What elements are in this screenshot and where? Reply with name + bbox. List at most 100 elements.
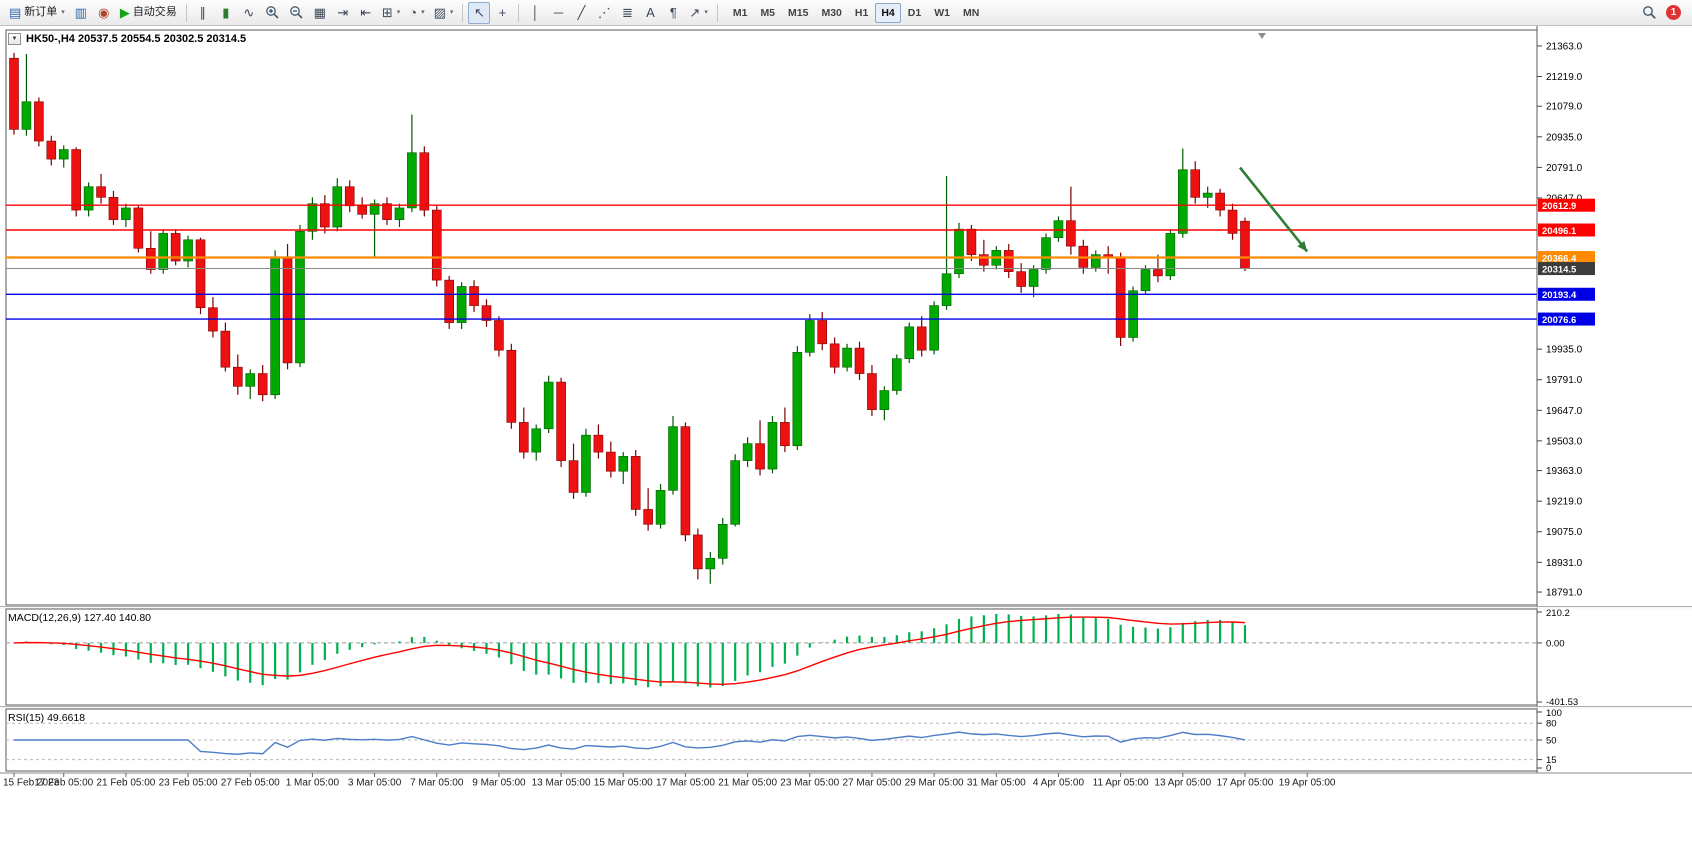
date-label: 3 Mar 05:00 [348,778,402,789]
price-tick-label: 20935.0 [1546,132,1583,143]
line-chart-button[interactable]: ∿ [238,2,260,24]
price-tick-label: 20791.0 [1546,163,1583,174]
timeframe-m30-button[interactable]: M30 [821,6,842,19]
arrows-button[interactable]: ↗ ▾ [685,2,711,24]
crosshair-button[interactable]: + [491,2,513,24]
clock-icon: ◔ [409,5,418,20]
date-label: 27 Mar 05:00 [842,778,901,789]
toolbar-separator [462,3,464,22]
profiles-button[interactable]: ▥ [70,2,92,24]
chevron-down-icon[interactable]: ▼ [8,33,21,45]
toolbar-button-groups: ▤ 新订单 ▾ ▥ ◉ ▶ 自动交易 ∥ ▮ ∿ ▦ ⇥ ⇤ ⊞ ▾ ◔ ▾ ▨ ▾ ↖ + │ ─ ╱ ⋰ ≣ A ¶ ↗ ▾ [5,1,712,24]
template-icon: ▨ [433,5,446,20]
chart-canvas[interactable]: 21363.021219.021079.020935.020791.020647… [0,26,1692,851]
timeframe-m15-button[interactable]: M15 [788,6,809,19]
auto-scroll-button[interactable]: ⇥ [332,2,354,24]
chevron-down-icon: ▾ [61,9,65,16]
date-label: 21 Feb 05:00 [96,778,155,789]
equidistant-channel-button[interactable]: ⋰ [593,2,615,24]
chevron-down-icon: ▾ [704,9,708,16]
date-label: 29 Mar 05:00 [905,778,964,789]
date-label: 21 Mar 05:00 [718,778,777,789]
price-tick-label: 19219.0 [1546,497,1583,508]
shift-icon: ⇤ [360,5,372,20]
timeframe-mn-button[interactable]: MN [962,6,980,19]
price-badge: 20193.4 [1538,287,1595,301]
macd-signal-line [13,616,1246,686]
timeframe-h1-button[interactable]: H1 [854,6,869,19]
timeframe-m1-button[interactable]: M1 [732,6,748,19]
new-order-button[interactable]: ▤ 新订单 ▾ [5,2,69,24]
price-tick-label: 19075.0 [1546,527,1583,538]
date-label: 7 Mar 05:00 [410,778,464,789]
timeframe-w1-button[interactable]: W1 [934,6,950,19]
market-watch-button[interactable]: ◉ [93,2,115,24]
svg-text:20366.4: 20366.4 [1542,253,1577,264]
rsi-line [14,731,1246,755]
notification-badge[interactable]: 1 [1666,5,1681,20]
macd-tick-label: -401.53 [1546,697,1578,708]
new-chart-button[interactable]: ⊞ ▾ [378,2,404,24]
vertical-line-button[interactable]: │ [524,2,546,24]
tile-windows-button[interactable]: ▦ [309,2,331,24]
order-icon: ▤ [9,5,22,20]
main-chart-frame [5,29,1538,606]
search-icon [1642,5,1657,20]
price-badge: 20366.4 [1538,251,1595,264]
price-tick-label: 19791.0 [1546,375,1583,386]
channel-icon: ⋰ [597,5,611,20]
horizontal-line-button[interactable]: ─ [547,2,569,24]
new-chart-icon: ⊞ [381,5,393,20]
price-tick-label: 21079.0 [1546,102,1583,113]
fibonacci-button[interactable]: ≣ [616,2,638,24]
price-tick-label: 19363.0 [1546,466,1583,477]
price-tick-label: 21219.0 [1546,72,1583,83]
chevron-down-icon: ▾ [421,9,425,16]
autotrading-button[interactable]: ▶ 自动交易 [116,2,181,24]
zoom-out-icon [289,5,304,20]
price-badge: 20496.1 [1538,223,1595,237]
tile-icon: ▦ [313,5,326,20]
chevron-down-icon: ▾ [449,9,454,16]
date-label: 27 Feb 05:00 [221,778,280,789]
svg-text:20193.4: 20193.4 [1542,290,1577,301]
timeframe-d1-button[interactable]: D1 [907,6,922,19]
bars-icon: ∥ [199,5,207,20]
zoom-in-button[interactable] [261,2,284,24]
bar-chart-button[interactable]: ∥ [192,2,214,24]
chart-shift-button[interactable]: ⇤ [355,2,377,24]
tline-icon: ╱ [577,5,586,20]
macd-histogram [25,613,1247,688]
price-badge: 20314.5 [1538,262,1595,275]
autoscroll-icon: ⇥ [337,5,349,20]
autotrading-button-label: 自动交易 [132,6,177,18]
text-icon: A [646,5,655,20]
hline-icon: ─ [553,5,564,20]
toolbar-separator [185,3,187,22]
new-order-button-label: 新订单 [24,6,58,18]
candlestick-chart-button[interactable]: ▮ [215,2,237,24]
zoom-out-button[interactable] [285,2,308,24]
label-button[interactable]: ¶ [662,2,684,24]
search-button[interactable] [1638,2,1661,24]
date-label: 23 Feb 05:00 [159,778,218,789]
macd-tick-label: 210.2 [1546,608,1570,619]
trend-arrow[interactable] [1238,166,1309,253]
timeframe-m5-button[interactable]: M5 [760,6,776,19]
rsi-tick-label: 0 [1546,763,1551,774]
fibo-icon: ≣ [621,5,633,20]
periods-button[interactable]: ◔ ▾ [405,2,428,24]
trendline-button[interactable]: ╱ [570,2,592,24]
text-button[interactable]: A [639,2,661,24]
templates-button[interactable]: ▨ ▾ [430,2,458,24]
date-label: 19 Apr 05:00 [1279,778,1336,789]
date-label: 17 Apr 05:00 [1217,778,1274,789]
date-label: 15 Mar 05:00 [594,778,653,789]
toolbar-separator [518,3,520,22]
timeframe-h4-button[interactable]: H4 [875,2,901,23]
cursor-button[interactable]: ↖ [468,1,491,24]
candles-icon: ▮ [222,5,230,20]
rsi-tick-label: 50 [1546,736,1557,747]
date-label: 17 Mar 05:00 [656,778,715,789]
price-badge: 20076.6 [1538,312,1595,326]
